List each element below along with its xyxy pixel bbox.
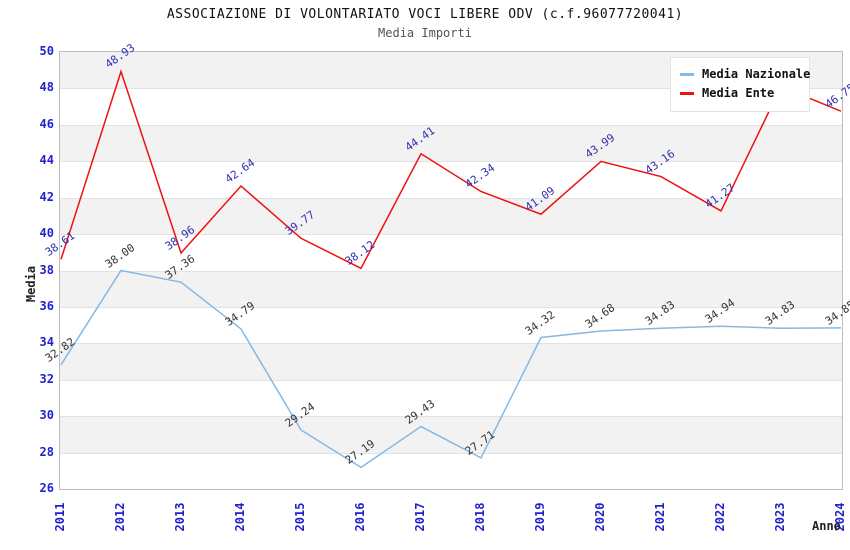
y-tick-label: 46	[39, 116, 54, 131]
x-tick-label: 2020	[593, 502, 607, 532]
legend-label-media-ente: Media Ente	[702, 86, 775, 100]
y-tick-label: 30	[39, 408, 54, 423]
x-tick-label: 2015	[293, 502, 307, 532]
y-tick-label: 50	[39, 44, 54, 58]
series-lines	[60, 69, 842, 469]
plot-band	[60, 124, 842, 162]
x-axis-title: Anno	[812, 519, 841, 533]
gridline	[60, 197, 842, 199]
media-nazionale-line-swatch	[680, 72, 694, 76]
legend: Media Nazionale Media Ente	[670, 57, 810, 112]
x-tick-label: 2019	[533, 502, 547, 532]
plot-band	[60, 416, 842, 453]
x-tick-label: 2018	[473, 502, 487, 532]
x-tick-label: 2021	[653, 502, 667, 532]
y-tick-label: 36	[39, 298, 54, 313]
x-tick-label: 2023	[773, 502, 787, 532]
gridline	[60, 270, 842, 272]
y-tick-label: 40	[39, 226, 54, 241]
x-tick-label: 2011	[53, 502, 67, 532]
gridline	[60, 161, 842, 163]
legend-item-media-nazionale: Media Nazionale	[680, 66, 810, 82]
gridline	[60, 343, 842, 345]
media-ente-line-swatch	[680, 91, 694, 95]
x-tick-label: 2016	[353, 502, 367, 532]
gridline	[60, 452, 842, 454]
plot-area	[59, 51, 843, 490]
chart-title: ASSOCIAZIONE DI VOLONTARIATO VOCI LIBERE…	[166, 7, 684, 22]
gridline	[60, 88, 842, 90]
plot-band	[60, 343, 842, 380]
x-tick-label: 2022	[713, 502, 727, 532]
gridline	[60, 379, 842, 381]
gridline	[60, 124, 842, 126]
legend-item-media-ente: Media Ente	[680, 85, 800, 101]
gridline	[60, 234, 842, 236]
y-tick-label: 32	[39, 371, 54, 386]
gridline	[60, 306, 842, 308]
plot-band	[60, 197, 842, 235]
x-tick-label: 2014	[233, 502, 247, 532]
gridline	[60, 416, 842, 418]
y-tick-label: 34	[39, 335, 54, 350]
y-tick-label: 38	[39, 262, 54, 277]
y-axis-title: Media	[24, 265, 38, 303]
x-tick-label: 2012	[113, 502, 127, 532]
y-tick-label: 28	[39, 444, 54, 459]
y-tick-label: 44	[39, 153, 54, 168]
y-tick-label: 26	[39, 481, 54, 495]
y-tick-label: 48	[39, 80, 54, 95]
media-nazionale-line	[60, 269, 842, 469]
media-ente-line	[60, 69, 842, 270]
x-tick-label: 2017	[413, 502, 427, 532]
chart-subtitle: Media Importi	[378, 26, 472, 40]
y-tick-label: 42	[39, 189, 54, 204]
x-tick-label: 2013	[173, 502, 187, 532]
legend-label-media-nazionale: Media Nazionale	[702, 67, 811, 81]
